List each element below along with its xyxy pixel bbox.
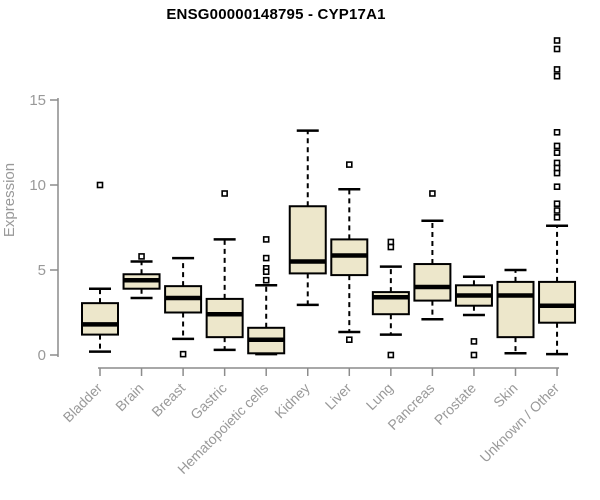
box-pancreas xyxy=(413,263,452,302)
outlier-hematopoietic-cells-1 xyxy=(262,254,270,262)
y-axis: 0 5 10 15 Expression xyxy=(1,92,59,364)
outlier-hematopoietic-cells-3 xyxy=(262,268,270,276)
outlier-lung-0 xyxy=(387,238,395,246)
outlier-unknown-other-0 xyxy=(553,37,561,44)
boxplot-lung xyxy=(371,238,410,359)
boxplot-hematopoietic-cells xyxy=(247,236,286,356)
x-tick-label-unknown-other: Unknown / Other xyxy=(477,380,563,466)
boxplot-unknown-other xyxy=(538,37,577,356)
outlier-unknown-other-6 xyxy=(553,149,561,156)
outlier-prostate-0 xyxy=(470,338,478,345)
boxplot-pancreas xyxy=(413,190,452,321)
outlier-unknown-other-1 xyxy=(553,45,561,53)
boxplot-gastric xyxy=(205,190,244,352)
outlier-unknown-other-2 xyxy=(553,66,561,73)
outlier-brain-0 xyxy=(138,253,145,260)
box-unknown-other xyxy=(538,280,577,324)
x-tick-label-liver: Liver xyxy=(322,380,355,413)
outlier-unknown-other-3 xyxy=(553,72,561,80)
chart-title: ENSG00000148795 - CYP17A1 xyxy=(166,6,386,23)
outlier-unknown-other-13 xyxy=(553,214,561,221)
outlier-hematopoietic-cells-0 xyxy=(262,236,270,243)
outlier-unknown-other-8 xyxy=(553,164,561,172)
outlier-lung-2 xyxy=(387,351,395,359)
outlier-unknown-other-9 xyxy=(553,169,561,177)
y-axis-title: Expression xyxy=(1,163,18,237)
x-tick-label-bladder: Bladder xyxy=(60,380,106,426)
boxplot-skin xyxy=(496,268,535,355)
outlier-unknown-other-12 xyxy=(553,207,561,214)
boxplot-prostate xyxy=(454,275,493,359)
box-bladder xyxy=(81,302,119,336)
x-tick-label-prostate: Prostate xyxy=(431,380,479,428)
outlier-bladder-0 xyxy=(96,181,104,189)
boxplot-breast xyxy=(164,256,203,358)
boxplot-kidney xyxy=(288,129,327,307)
outlier-gastric-0 xyxy=(221,190,228,197)
outlier-unknown-other-10 xyxy=(553,183,561,190)
outlier-breast-0 xyxy=(179,350,187,358)
y-tick-label-0: 0 xyxy=(38,347,46,364)
x-tick-label-kidney: Kidney xyxy=(271,380,313,422)
box-skin xyxy=(496,280,535,339)
outlier-pancreas-0 xyxy=(429,190,436,197)
boxplot-brain xyxy=(122,253,161,300)
outlier-liver-1 xyxy=(345,336,353,344)
outlier-unknown-other-4 xyxy=(553,129,561,136)
box-gastric xyxy=(205,297,244,339)
y-tick-label-10: 10 xyxy=(29,177,46,194)
outlier-liver-0 xyxy=(345,161,353,168)
x-tick-label-breast: Breast xyxy=(148,380,188,420)
boxplot-liver xyxy=(330,161,369,344)
x-tick-label-brain: Brain xyxy=(112,380,146,414)
outlier-prostate-1 xyxy=(470,351,478,359)
outlier-unknown-other-11 xyxy=(553,200,561,207)
outlier-lung-1 xyxy=(387,243,395,251)
x-tick-label-lung: Lung xyxy=(363,380,396,413)
outlier-unknown-other-7 xyxy=(553,159,561,167)
x-tick-label-skin: Skin xyxy=(490,380,521,411)
y-tick-label-5: 5 xyxy=(38,262,46,279)
boxplot-bladder xyxy=(81,181,119,353)
outlier-hematopoietic-cells-4 xyxy=(262,276,270,284)
y-tick-label-15: 15 xyxy=(29,92,46,109)
outlier-unknown-other-5 xyxy=(553,142,561,150)
